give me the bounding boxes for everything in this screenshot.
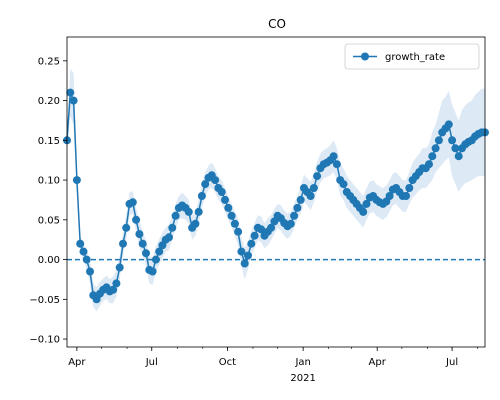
x-tick-label: Jul [445,357,458,368]
data-point [385,192,394,200]
data-point [109,285,118,294]
data-point [286,219,295,228]
confidence-band [67,68,485,312]
y-tick-label: −0.05 [29,295,60,306]
data-point [184,207,193,216]
legend-label: growth_rate [385,52,445,63]
data-point [237,247,246,256]
legend-box [344,43,480,70]
data-point [69,96,78,105]
data-point [250,231,259,240]
data-point [122,223,131,232]
y-tick-label: 0.10 [38,176,60,187]
data-point [405,184,414,192]
data-point [115,263,124,272]
data-point [142,249,150,258]
data-point [431,144,440,153]
data-point [332,160,341,169]
legend: growth_rate [344,43,480,70]
data-point [451,144,460,153]
data-point [138,239,147,248]
data-point [247,239,256,248]
data-point [217,188,226,196]
data-point [444,120,453,129]
data-point [66,88,75,97]
data-point [155,247,164,256]
x-tick-label: Oct [219,357,236,368]
data-point [234,227,243,236]
y-tick-label: −0.10 [29,335,60,346]
y-axis: −0.10 −0.05 0.00 0.05 0.10 0.15 0.20 0.25 [29,56,67,346]
data-point [293,203,302,212]
data-point [425,160,433,169]
data-point [224,203,233,212]
data-point [197,192,206,200]
data-point [402,192,410,200]
data-point [434,136,443,145]
confidence-band-layer [67,68,485,312]
y-tick-label: 0.05 [38,215,60,226]
chart-title: CO [268,17,286,31]
data-point [313,172,322,181]
x-tick-label: Apr [68,357,86,368]
data-point [79,247,88,256]
y-tick-label: 0.25 [38,56,60,67]
data-point [240,259,249,268]
data-point [230,219,239,228]
data-point [448,136,457,145]
x-year-label: 2021 [290,373,315,384]
data-point [296,195,305,204]
data-point [290,211,299,220]
data-point [359,207,368,216]
legend-marker-swatch [361,52,369,61]
data-point [362,199,371,208]
data-point [428,152,437,161]
data-point [221,195,229,204]
data-point [244,251,252,260]
data-point [201,180,210,189]
data-point [191,219,200,228]
x-axis: Apr Jul Oct Jan Apr Jul 2021 [68,347,478,384]
x-tick-label: Jul [145,357,158,368]
data-point [135,230,144,239]
data-point [257,225,266,234]
data-point [148,267,157,276]
data-point [309,184,318,192]
data-point [132,215,141,224]
data-point [165,233,173,242]
plot-frame [66,36,486,348]
data-point [194,207,203,216]
data-point [151,255,160,264]
data-point [168,223,177,232]
data-point [267,223,276,232]
data-point [112,279,121,288]
data-point [339,180,348,189]
data-point [306,192,315,200]
data-point [329,152,338,161]
data-point [82,255,91,264]
data-point [72,176,81,185]
y-tick-label: 0.15 [38,136,60,147]
y-tick-label: 0.00 [38,255,60,266]
x-tick-label: Apr [369,357,387,368]
x-tick-label: Jan [294,357,310,368]
series-layer [63,88,489,304]
data-point [454,152,463,161]
y-tick-label: 0.20 [38,96,60,107]
data-point [119,239,127,248]
data-point [76,239,85,248]
data-point [227,211,236,220]
data-point [211,176,220,185]
data-point [171,211,180,220]
data-point [128,198,137,207]
data-point [86,267,94,276]
